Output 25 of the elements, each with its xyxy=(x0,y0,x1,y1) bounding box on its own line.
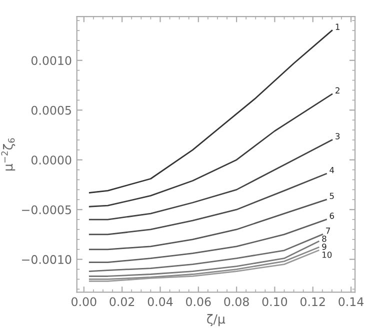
series-label: 7 xyxy=(326,228,330,234)
y-tick-label: −0.0010 xyxy=(22,255,72,264)
x-tick-label: 0.08 xyxy=(224,297,249,306)
series-label: 2 xyxy=(336,87,340,94)
x-tick-label: 0.06 xyxy=(186,297,211,306)
series-label: 10 xyxy=(322,252,332,258)
series-label: 1 xyxy=(336,24,340,30)
x-tick-label: 0.14 xyxy=(338,297,364,306)
series-label: 5 xyxy=(330,192,334,200)
x-tick-label: 0.00 xyxy=(72,297,96,306)
x-tick-label: 0.10 xyxy=(262,297,288,306)
x-tick-label: 0.12 xyxy=(300,297,325,306)
x-axis-title: ζ/μ xyxy=(207,314,226,326)
x-tick-label: 0.02 xyxy=(110,297,134,306)
series-label: 9 xyxy=(322,244,326,250)
y-tick-label: 0.0005 xyxy=(31,106,71,115)
series-label: 4 xyxy=(330,167,334,174)
series-label: 6 xyxy=(330,212,334,219)
series-label: 8 xyxy=(322,236,326,242)
series-label: 3 xyxy=(336,133,340,140)
y-tick-label: −0.0005 xyxy=(22,205,71,214)
y-tick-label: 0.0010 xyxy=(31,56,72,66)
x-tick-label: 0.04 xyxy=(148,297,173,306)
y-axis-title: μ$^{−2}$ζ$_{6}$ xyxy=(1,138,16,170)
y-tick-label: 0.0000 xyxy=(31,156,72,165)
